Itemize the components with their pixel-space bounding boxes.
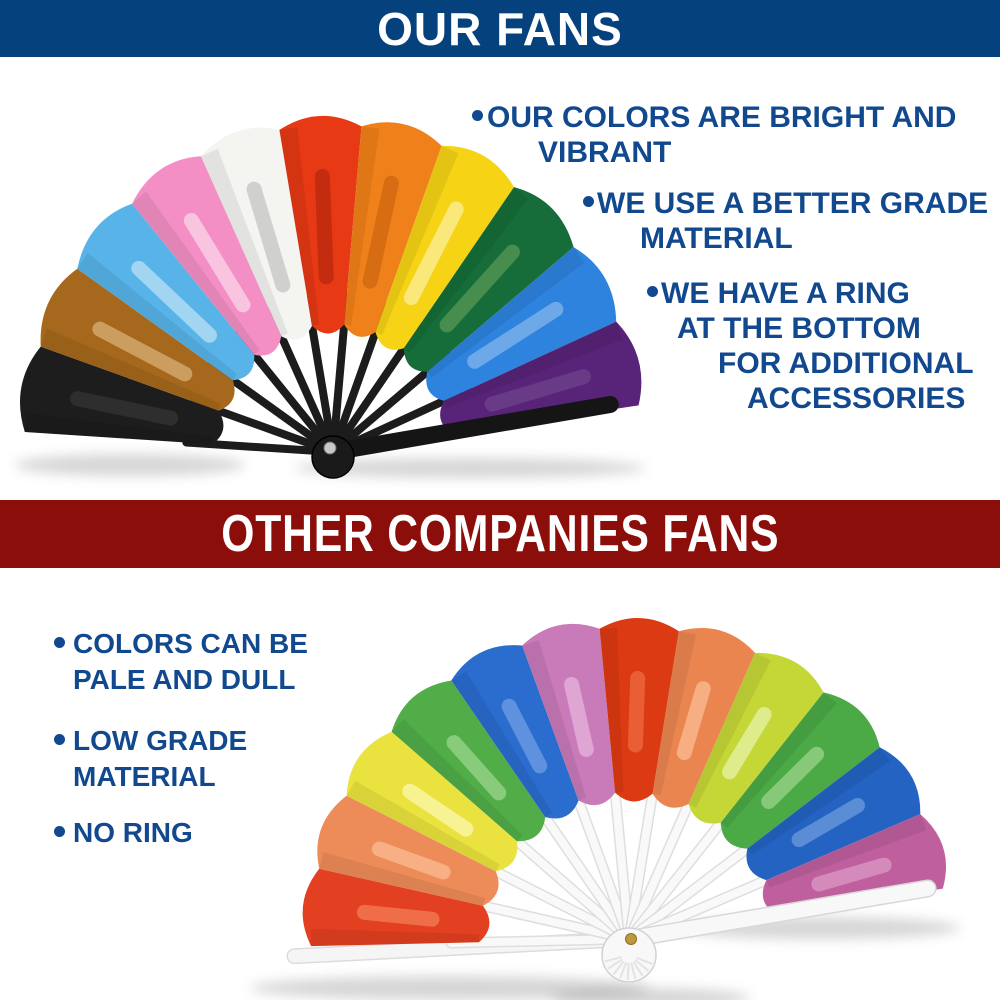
bullet-line: COLORS CAN BE	[73, 628, 308, 659]
our-fan-photo	[15, 115, 645, 479]
other-companies-banner-label: OTHER COMPANIES FANS	[220, 505, 780, 563]
bullet-line: LOW GRADE	[73, 725, 248, 756]
bullet-dot	[54, 637, 65, 648]
bullet-line: MATERIAL	[640, 222, 793, 255]
bullet-dot	[54, 826, 65, 837]
bullet-dot	[583, 196, 594, 207]
bullet-dot	[54, 734, 65, 745]
bullet-line: PALE AND DULL	[73, 664, 296, 695]
bullet-dot	[647, 286, 658, 297]
bullet-line: ACCESSORIES	[747, 382, 966, 415]
bullet-line: NO RING	[73, 817, 193, 848]
bullet-dot	[472, 110, 483, 121]
bullet-line: FOR ADDITIONAL	[718, 347, 974, 380]
other-companies-fan-photo	[250, 617, 960, 1000]
bullet-line: VIBRANT	[538, 136, 672, 169]
bullet-line: OUR COLORS ARE BRIGHT AND	[487, 101, 957, 134]
other-companies-banner: OTHER COMPANIES FANS	[0, 500, 1000, 568]
our-fans-banner-label: OUR FANS	[377, 2, 623, 55]
bullet-line: WE USE A BETTER GRADE	[597, 187, 989, 220]
bullet-line: WE HAVE A RING	[661, 277, 910, 310]
bullet-line: MATERIAL	[73, 761, 216, 792]
our-fans-banner: OUR FANS	[0, 0, 1000, 57]
bullet-line: AT THE BOTTOM	[677, 312, 921, 345]
